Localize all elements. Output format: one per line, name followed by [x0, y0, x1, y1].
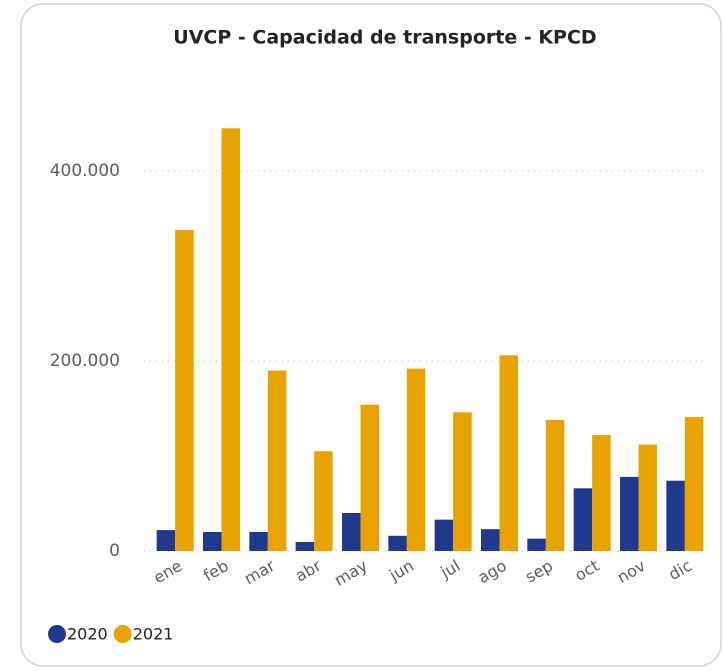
- bar: [249, 532, 268, 551]
- chart-title: UVCP - Capacidad de transporte - KPCD: [173, 27, 596, 49]
- bar: [545, 419, 565, 551]
- bar: [295, 541, 315, 551]
- bar: [499, 355, 518, 551]
- bar: [620, 476, 639, 551]
- bar: [360, 404, 379, 551]
- bar: [203, 532, 222, 551]
- bar: [267, 370, 287, 551]
- bar: [453, 412, 472, 551]
- bar: [684, 417, 704, 551]
- bar: [388, 535, 407, 551]
- legend-marker: [48, 625, 66, 643]
- legend-label: 2020: [67, 625, 108, 644]
- bar: [573, 488, 593, 551]
- legend-marker: [113, 625, 132, 643]
- bar: [406, 368, 426, 551]
- bar: [221, 128, 240, 551]
- bar: [638, 444, 657, 551]
- bar: [527, 538, 546, 551]
- bar: [314, 451, 333, 551]
- y-tick-label: 400.000: [50, 161, 120, 181]
- bar: [481, 529, 500, 551]
- bar: [434, 519, 454, 551]
- bar: [175, 229, 194, 551]
- y-tick-label: 0: [109, 541, 120, 561]
- bar: [666, 480, 685, 551]
- legend-label: 2021: [133, 625, 174, 644]
- y-tick-label: 200.000: [50, 351, 120, 371]
- bar: [592, 435, 611, 551]
- bar: [342, 513, 361, 551]
- card: [20, 3, 722, 667]
- bar: [156, 530, 176, 551]
